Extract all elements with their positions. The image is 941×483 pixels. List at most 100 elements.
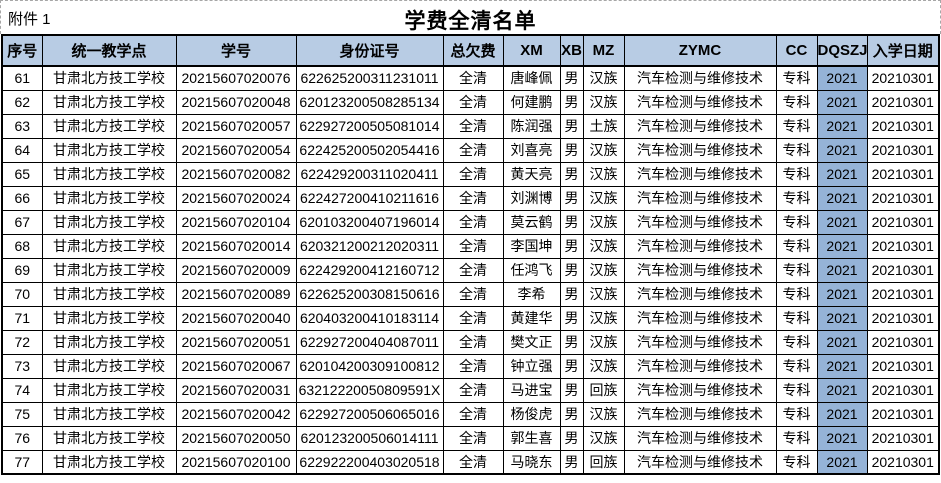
cell[interactable]: 甘肃北方技工学校 bbox=[41, 281, 177, 307]
cell[interactable]: 汽车检测与维修技术 bbox=[623, 137, 777, 163]
cell[interactable]: 土族 bbox=[582, 113, 625, 139]
cell[interactable]: 专科 bbox=[775, 425, 818, 451]
cell[interactable]: 汉族 bbox=[582, 329, 625, 355]
cell[interactable]: 622927200505081014 bbox=[295, 113, 444, 139]
cell[interactable]: 全清 bbox=[442, 449, 504, 475]
cell[interactable]: 汉族 bbox=[582, 137, 625, 163]
cell[interactable]: 65 bbox=[1, 161, 43, 187]
cell[interactable]: 20210301 bbox=[866, 89, 940, 115]
cell[interactable]: 622927200506065016 bbox=[295, 401, 444, 427]
cell[interactable]: 男 bbox=[559, 65, 584, 91]
cell[interactable]: 20215607020024 bbox=[175, 185, 297, 211]
cell[interactable]: 20210301 bbox=[866, 137, 940, 163]
cell[interactable]: 专科 bbox=[775, 449, 818, 475]
cell[interactable]: 甘肃北方技工学校 bbox=[41, 233, 177, 259]
cell[interactable]: 甘肃北方技工学校 bbox=[41, 137, 177, 163]
cell[interactable]: 20210301 bbox=[866, 113, 940, 139]
cell[interactable]: 全清 bbox=[442, 89, 504, 115]
cell[interactable]: 黄建华 bbox=[502, 305, 561, 331]
cell[interactable]: 620321200212020311 bbox=[295, 233, 444, 259]
cell[interactable]: 全清 bbox=[442, 401, 504, 427]
cell[interactable]: 20215607020050 bbox=[175, 425, 297, 451]
cell[interactable]: 20210301 bbox=[866, 65, 940, 91]
cell[interactable]: 专科 bbox=[775, 89, 818, 115]
cell-dqszj[interactable]: 2021 bbox=[816, 137, 868, 163]
cell[interactable]: 甘肃北方技工学校 bbox=[41, 449, 177, 475]
column-header-0[interactable]: 序号 bbox=[1, 34, 43, 67]
cell[interactable]: 专科 bbox=[775, 65, 818, 91]
cell[interactable]: 甘肃北方技工学校 bbox=[41, 209, 177, 235]
cell[interactable]: 汽车检测与维修技术 bbox=[623, 425, 777, 451]
cell[interactable]: 全清 bbox=[442, 209, 504, 235]
cell[interactable]: 20210301 bbox=[866, 449, 940, 475]
cell[interactable]: 64 bbox=[1, 137, 43, 163]
cell[interactable]: 汽车检测与维修技术 bbox=[623, 65, 777, 91]
cell[interactable]: 20215607020067 bbox=[175, 353, 297, 379]
cell[interactable]: 专科 bbox=[775, 233, 818, 259]
cell[interactable]: 620123200508285134 bbox=[295, 89, 444, 115]
cell[interactable]: 汽车检测与维修技术 bbox=[623, 209, 777, 235]
cell[interactable]: 全清 bbox=[442, 137, 504, 163]
cell[interactable]: 专科 bbox=[775, 305, 818, 331]
cell[interactable]: 专科 bbox=[775, 257, 818, 283]
cell[interactable]: 汉族 bbox=[582, 185, 625, 211]
cell[interactable]: 全清 bbox=[442, 113, 504, 139]
column-header-7[interactable]: MZ bbox=[582, 34, 625, 67]
cell[interactable]: 68 bbox=[1, 233, 43, 259]
cell[interactable]: 男 bbox=[559, 377, 584, 403]
cell[interactable]: 汉族 bbox=[582, 305, 625, 331]
cell-dqszj[interactable]: 2021 bbox=[816, 209, 868, 235]
cell[interactable]: 专科 bbox=[775, 377, 818, 403]
cell[interactable]: 62 bbox=[1, 89, 43, 115]
cell[interactable]: 20210301 bbox=[866, 257, 940, 283]
cell[interactable]: 汉族 bbox=[582, 281, 625, 307]
cell[interactable]: 620103200407196014 bbox=[295, 209, 444, 235]
cell[interactable]: 全清 bbox=[442, 281, 504, 307]
cell[interactable]: 622625200308150616 bbox=[295, 281, 444, 307]
cell-dqszj[interactable]: 2021 bbox=[816, 161, 868, 187]
cell[interactable]: 汽车检测与维修技术 bbox=[623, 401, 777, 427]
cell[interactable]: 77 bbox=[1, 449, 43, 475]
cell[interactable]: 男 bbox=[559, 425, 584, 451]
cell[interactable]: 20210301 bbox=[866, 401, 940, 427]
cell[interactable]: 甘肃北方技工学校 bbox=[41, 305, 177, 331]
cell[interactable]: 汽车检测与维修技术 bbox=[623, 233, 777, 259]
cell[interactable]: 620403200410183114 bbox=[295, 305, 444, 331]
cell[interactable]: 专科 bbox=[775, 281, 818, 307]
cell[interactable]: 任鸿飞 bbox=[502, 257, 561, 283]
column-header-4[interactable]: 总欠费 bbox=[442, 34, 504, 67]
cell[interactable]: 男 bbox=[559, 161, 584, 187]
cell[interactable]: 70 bbox=[1, 281, 43, 307]
cell[interactable]: 汽车检测与维修技术 bbox=[623, 257, 777, 283]
cell[interactable]: 专科 bbox=[775, 353, 818, 379]
cell[interactable]: 全清 bbox=[442, 329, 504, 355]
cell[interactable]: 73 bbox=[1, 353, 43, 379]
cell[interactable]: 汉族 bbox=[582, 233, 625, 259]
column-header-10[interactable]: DQSZJ bbox=[816, 34, 868, 67]
column-header-6[interactable]: XB bbox=[559, 34, 584, 67]
cell[interactable]: 男 bbox=[559, 449, 584, 475]
cell[interactable]: 回族 bbox=[582, 449, 625, 475]
cell[interactable]: 72 bbox=[1, 329, 43, 355]
cell[interactable]: 20210301 bbox=[866, 161, 940, 187]
cell[interactable]: 何建鹏 bbox=[502, 89, 561, 115]
cell[interactable]: 61 bbox=[1, 65, 43, 91]
cell[interactable]: 甘肃北方技工学校 bbox=[41, 113, 177, 139]
cell[interactable]: 甘肃北方技工学校 bbox=[41, 425, 177, 451]
cell[interactable]: 20215607020057 bbox=[175, 113, 297, 139]
cell[interactable]: 男 bbox=[559, 401, 584, 427]
cell[interactable]: 专科 bbox=[775, 113, 818, 139]
cell[interactable]: 马晓东 bbox=[502, 449, 561, 475]
cell[interactable]: 76 bbox=[1, 425, 43, 451]
column-header-8[interactable]: ZYMC bbox=[623, 34, 777, 67]
cell[interactable]: 甘肃北方技工学校 bbox=[41, 401, 177, 427]
cell-dqszj[interactable]: 2021 bbox=[816, 89, 868, 115]
cell-dqszj[interactable]: 2021 bbox=[816, 65, 868, 91]
cell[interactable]: 20210301 bbox=[866, 425, 940, 451]
cell-dqszj[interactable]: 2021 bbox=[816, 185, 868, 211]
column-header-3[interactable]: 身份证号 bbox=[295, 34, 444, 67]
cell[interactable]: 74 bbox=[1, 377, 43, 403]
cell[interactable]: 622922200403020518 bbox=[295, 449, 444, 475]
cell[interactable]: 李国坤 bbox=[502, 233, 561, 259]
cell[interactable]: 20210301 bbox=[866, 329, 940, 355]
